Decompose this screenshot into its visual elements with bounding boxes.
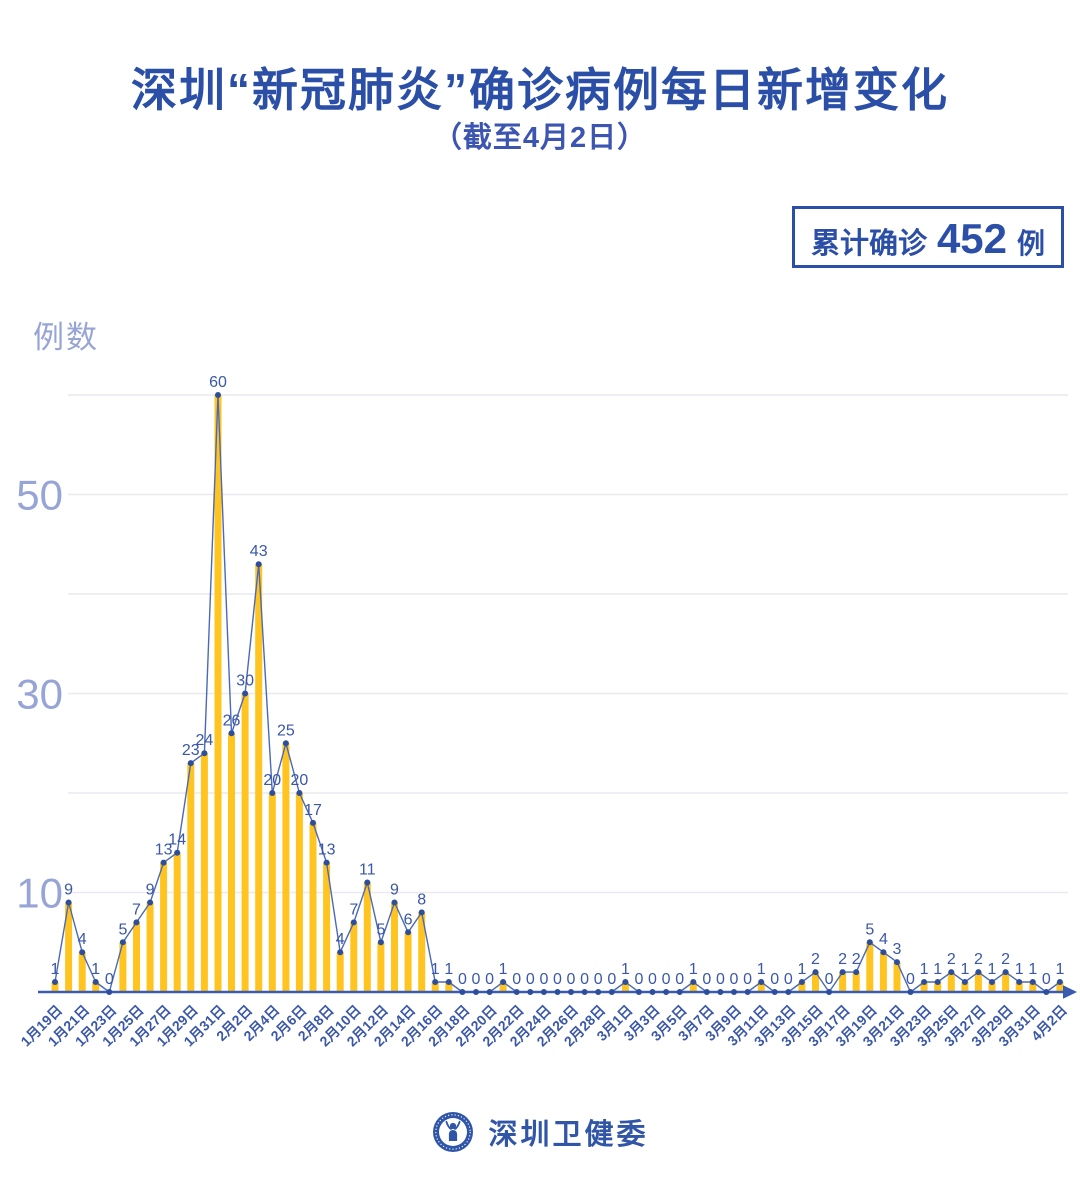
cumulative-total-badge: 累计确诊 452 例 xyxy=(792,206,1064,268)
svg-text:5: 5 xyxy=(376,921,385,938)
svg-text:0: 0 xyxy=(716,971,725,988)
svg-text:1: 1 xyxy=(444,961,453,978)
svg-text:0: 0 xyxy=(634,971,643,988)
svg-text:0: 0 xyxy=(458,971,467,988)
svg-text:13: 13 xyxy=(155,842,173,859)
svg-text:5: 5 xyxy=(118,921,127,938)
svg-text:2: 2 xyxy=(1001,951,1010,968)
svg-text:13: 13 xyxy=(318,842,336,859)
svg-text:1: 1 xyxy=(1015,961,1024,978)
svg-text:30: 30 xyxy=(236,673,254,690)
svg-text:2: 2 xyxy=(811,951,820,968)
svg-text:0: 0 xyxy=(675,971,684,988)
svg-text:1: 1 xyxy=(988,961,997,978)
svg-text:2: 2 xyxy=(974,951,983,968)
badge-value: 452 xyxy=(936,215,1008,262)
svg-text:0: 0 xyxy=(472,971,481,988)
svg-text:1: 1 xyxy=(960,961,969,978)
svg-text:24: 24 xyxy=(196,732,214,749)
svg-text:9: 9 xyxy=(390,882,399,899)
svg-text:1: 1 xyxy=(51,961,60,978)
svg-text:14: 14 xyxy=(168,832,186,849)
svg-text:0: 0 xyxy=(105,971,114,988)
page-subtitle: （截至4月2日） xyxy=(432,122,648,154)
svg-text:4: 4 xyxy=(879,931,888,948)
svg-text:7: 7 xyxy=(349,901,358,918)
bars xyxy=(51,395,1064,992)
data-point-labels: 1941057913142324602630432025201713471159… xyxy=(51,374,1065,988)
svg-text:8: 8 xyxy=(417,891,426,908)
svg-text:0: 0 xyxy=(539,971,548,988)
svg-text:26: 26 xyxy=(223,712,241,729)
svg-text:0: 0 xyxy=(784,971,793,988)
svg-text:0: 0 xyxy=(770,971,779,988)
shenzhen-health-commission-logo-icon xyxy=(433,1112,474,1152)
svg-text:0: 0 xyxy=(825,971,834,988)
svg-text:4: 4 xyxy=(78,931,87,948)
svg-text:11: 11 xyxy=(359,862,376,879)
svg-text:50: 50 xyxy=(16,472,63,519)
svg-text:30: 30 xyxy=(16,671,63,718)
badge-label: 累计确诊 xyxy=(810,228,927,260)
x-axis-arrow xyxy=(1063,985,1077,999)
svg-text:25: 25 xyxy=(277,722,295,739)
svg-text:1: 1 xyxy=(1028,961,1037,978)
svg-text:0: 0 xyxy=(567,971,576,988)
svg-text:5: 5 xyxy=(865,921,874,938)
svg-text:60: 60 xyxy=(209,374,227,391)
page-title: 深圳“新冠肺炎”确诊病例每日新增变化 xyxy=(131,64,949,116)
svg-text:1: 1 xyxy=(431,961,440,978)
svg-text:6: 6 xyxy=(404,911,413,928)
svg-text:20: 20 xyxy=(263,772,281,789)
svg-text:0: 0 xyxy=(662,971,671,988)
svg-text:9: 9 xyxy=(64,882,73,899)
svg-text:0: 0 xyxy=(526,971,535,988)
svg-text:4: 4 xyxy=(336,931,345,948)
svg-text:1: 1 xyxy=(91,961,100,978)
y-axis-title: 例数 xyxy=(33,320,99,355)
svg-text:1: 1 xyxy=(757,961,766,978)
svg-text:3: 3 xyxy=(893,941,902,958)
svg-text:1: 1 xyxy=(933,961,942,978)
svg-text:0: 0 xyxy=(1042,971,1051,988)
svg-text:9: 9 xyxy=(146,882,155,899)
svg-text:2: 2 xyxy=(947,951,956,968)
svg-text:0: 0 xyxy=(906,971,915,988)
svg-text:0: 0 xyxy=(730,971,739,988)
svg-text:0: 0 xyxy=(553,971,562,988)
footer: 深圳卫健委 xyxy=(0,1110,1080,1154)
data-point-dots xyxy=(52,392,1063,995)
svg-text:1: 1 xyxy=(797,961,806,978)
svg-text:23: 23 xyxy=(182,742,200,759)
svg-text:1: 1 xyxy=(689,961,698,978)
svg-text:0: 0 xyxy=(485,971,494,988)
svg-text:0: 0 xyxy=(580,971,589,988)
x-tick-labels: 1月19日1月21日1月23日1月25日1月27日1月29日1月31日2月2日2… xyxy=(17,1002,1070,1050)
svg-text:17: 17 xyxy=(304,802,322,819)
svg-text:0: 0 xyxy=(594,971,603,988)
svg-text:2: 2 xyxy=(852,951,861,968)
svg-text:10: 10 xyxy=(16,870,63,917)
x-axis xyxy=(38,985,1077,999)
svg-text:1: 1 xyxy=(1055,961,1064,978)
svg-text:43: 43 xyxy=(250,543,268,560)
svg-text:1: 1 xyxy=(920,961,929,978)
y-tick-labels: 10 30 50 xyxy=(16,472,63,917)
svg-text:0: 0 xyxy=(702,971,711,988)
footer-org-name: 深圳卫健委 xyxy=(488,1119,649,1151)
svg-text:7: 7 xyxy=(132,901,141,918)
svg-text:0: 0 xyxy=(607,971,616,988)
badge-unit: 例 xyxy=(1017,228,1046,259)
svg-text:0: 0 xyxy=(743,971,752,988)
svg-text:20: 20 xyxy=(291,772,309,789)
svg-text:1: 1 xyxy=(499,961,508,978)
svg-text:1: 1 xyxy=(621,961,630,978)
svg-text:0: 0 xyxy=(512,971,521,988)
svg-text:0: 0 xyxy=(648,971,657,988)
svg-text:2: 2 xyxy=(838,951,847,968)
y-gridlines xyxy=(68,394,1068,894)
